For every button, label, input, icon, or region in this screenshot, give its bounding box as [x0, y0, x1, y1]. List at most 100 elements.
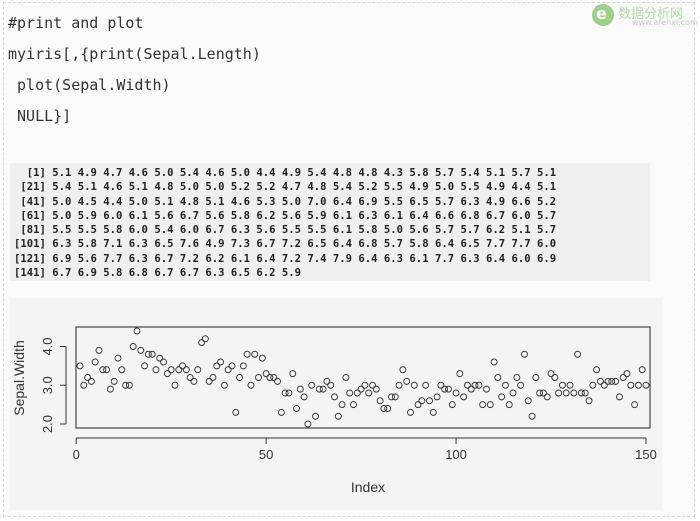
code-line: NULL}] [8, 107, 72, 125]
data-point [627, 381, 635, 389]
data-point [505, 401, 513, 409]
data-point [87, 377, 95, 385]
data-point [543, 393, 551, 401]
data-point [524, 397, 532, 405]
console-output: [1] 5.1 4.9 4.7 4.6 5.0 5.4 4.6 5.0 4.4 … [10, 163, 650, 281]
data-point [581, 389, 589, 397]
data-point [357, 385, 365, 393]
data-point [133, 327, 141, 335]
x-tick-label: 100 [445, 447, 467, 462]
data-point [494, 374, 502, 381]
code-line: myiris[,{print(Sepal.Length) [8, 45, 261, 63]
data-point [467, 385, 475, 393]
data-point [152, 366, 160, 374]
data-point [612, 377, 620, 385]
data-point [160, 358, 168, 366]
data-point [289, 370, 297, 378]
data-point [266, 374, 274, 381]
data-point [456, 370, 464, 378]
data-point [570, 389, 578, 397]
data-point [315, 385, 323, 393]
data-point [312, 412, 319, 420]
data-points [76, 327, 650, 428]
data-point [217, 358, 225, 366]
data-point [293, 405, 300, 412]
x-axis: 0 50 100 150 [73, 437, 657, 462]
data-point [106, 385, 114, 393]
data-point [342, 374, 350, 381]
data-point [167, 366, 175, 374]
y-tick-label: 2.0 [40, 415, 55, 433]
data-point [262, 370, 270, 378]
data-point [281, 389, 289, 397]
data-point [80, 381, 88, 389]
data-point [220, 381, 228, 389]
data-point [464, 381, 471, 389]
watermark-title: 数据分析网 [618, 7, 684, 22]
data-point [574, 350, 582, 358]
data-point [156, 354, 164, 362]
data-point [239, 362, 247, 370]
data-point [331, 393, 338, 401]
x-tick-label: 0 [73, 447, 80, 462]
data-point [631, 401, 639, 409]
watermark: e 数据分析网 www.afenxi.com [592, 4, 698, 28]
console-output-text: [1] 5.1 4.9 4.7 4.6 5.0 5.4 4.6 5.0 4.4 … [14, 167, 557, 280]
data-point [498, 393, 506, 401]
data-point [323, 377, 331, 385]
data-point [243, 350, 251, 358]
data-point [539, 389, 547, 397]
data-point [247, 381, 255, 389]
data-point [384, 405, 392, 412]
y-axis-label: Sepal.Width [11, 340, 27, 415]
data-point [296, 385, 304, 393]
data-point [608, 377, 616, 385]
data-point [186, 374, 194, 381]
y-tick-label: 4.0 [40, 337, 55, 355]
data-point [536, 389, 544, 397]
data-point [520, 350, 528, 358]
data-point [209, 374, 217, 381]
site-logo-icon: e [592, 4, 614, 26]
data-point [194, 366, 202, 374]
data-point [163, 370, 171, 378]
data-point [95, 346, 103, 354]
data-point [179, 362, 187, 370]
data-point [304, 420, 312, 428]
data-point [566, 381, 574, 389]
data-point [407, 408, 414, 416]
data-point [300, 393, 308, 401]
data-point [528, 412, 536, 420]
data-point [198, 339, 206, 347]
data-point [475, 381, 483, 389]
data-point [403, 377, 411, 385]
data-point [213, 362, 221, 370]
data-point [353, 389, 361, 397]
data-point [471, 381, 479, 389]
data-point [277, 408, 285, 416]
data-point [334, 412, 342, 420]
code-line: #print and plot [8, 14, 144, 32]
data-point [422, 381, 430, 389]
data-point [452, 389, 460, 397]
data-point [555, 389, 563, 397]
data-point [619, 374, 627, 381]
data-point [285, 389, 293, 397]
data-point [558, 381, 566, 389]
code-line: plot(Sepal.Width) [8, 76, 171, 94]
data-point [232, 408, 240, 416]
data-point [228, 362, 236, 370]
data-point [148, 350, 156, 358]
data-point [327, 381, 335, 389]
data-point [596, 377, 604, 385]
data-point [171, 381, 179, 389]
data-point [201, 335, 209, 343]
data-point [414, 401, 422, 409]
y-tick-label: 3.0 [40, 376, 55, 394]
data-point [642, 381, 650, 389]
data-point [501, 381, 509, 389]
data-point [509, 389, 517, 397]
data-point [532, 374, 540, 381]
data-point [433, 393, 441, 401]
data-point [445, 385, 452, 393]
